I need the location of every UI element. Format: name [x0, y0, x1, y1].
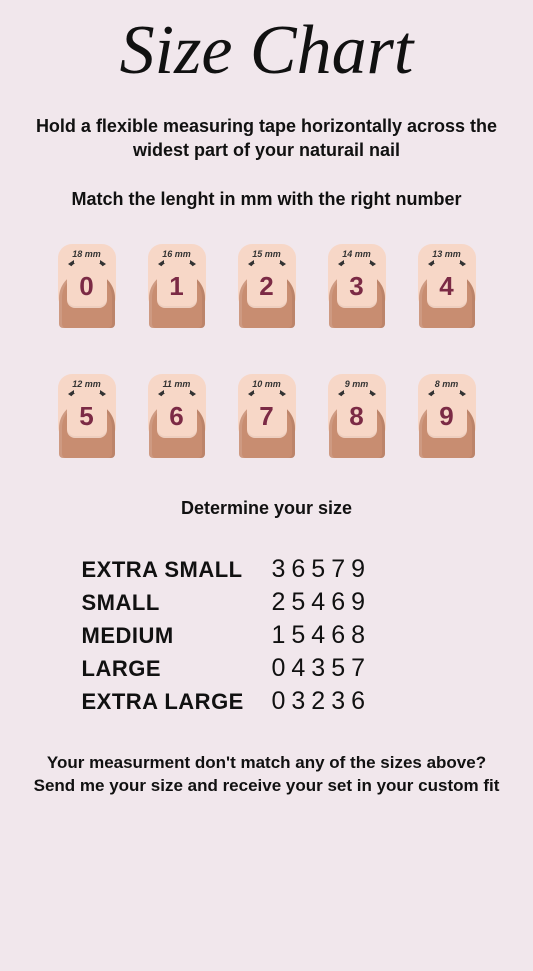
- nails-row-1: 18 mm 0 16 mm 1 15 mm: [22, 244, 511, 328]
- nail-mm-label: 16 mm: [162, 249, 191, 259]
- footer-text: Your measurment don't match any of the s…: [22, 752, 511, 798]
- match-text: Match the lenght in mm with the right nu…: [22, 189, 511, 210]
- nail-number: 6: [169, 401, 183, 432]
- nail-number: 3: [349, 271, 363, 302]
- size-row: EXTRA LARGE 03236: [82, 687, 452, 716]
- nail-mm-label: 13 mm: [432, 249, 461, 259]
- finger-icon: 7: [239, 402, 295, 458]
- size-row: SMALL 25469: [82, 588, 452, 617]
- nails-row-2: 12 mm 5 11 mm 6 10 mm: [22, 374, 511, 458]
- size-value: 25469: [272, 588, 372, 617]
- nail-number: 2: [259, 271, 273, 302]
- instruction-text: Hold a flexible measuring tape horizonta…: [22, 114, 511, 163]
- nail-mm-label: 18 mm: [72, 249, 101, 259]
- finger-icon: 2: [239, 272, 295, 328]
- nail-tip: 0: [67, 260, 107, 308]
- nail-number: 8: [349, 401, 363, 432]
- nail-number: 9: [439, 401, 453, 432]
- nail-tip: 2: [247, 260, 287, 308]
- size-label: EXTRA LARGE: [82, 689, 272, 715]
- nail-mm-label: 9 mm: [345, 379, 369, 389]
- nail-item: 9 mm 8: [321, 374, 393, 458]
- size-value: 04357: [272, 654, 372, 683]
- nail-number: 7: [259, 401, 273, 432]
- nail-mm-label: 11 mm: [163, 379, 191, 389]
- nail-tip: 4: [427, 260, 467, 308]
- nail-item: 14 mm 3: [321, 244, 393, 328]
- nail-tip: 9: [427, 390, 467, 438]
- nail-item: 8 mm 9: [411, 374, 483, 458]
- finger-icon: 3: [329, 272, 385, 328]
- nail-tip: 6: [157, 390, 197, 438]
- nail-number: 4: [439, 271, 453, 302]
- page-container: Size Chart Hold a flexible measuring tap…: [0, 0, 533, 797]
- nail-item: 18 mm 0: [51, 244, 123, 328]
- nail-item: 10 mm 7: [231, 374, 303, 458]
- size-value: 03236: [272, 687, 372, 716]
- nail-tip: 3: [337, 260, 377, 308]
- size-row: LARGE 04357: [82, 654, 452, 683]
- nail-item: 16 mm 1: [141, 244, 213, 328]
- finger-icon: 9: [419, 402, 475, 458]
- size-label: EXTRA SMALL: [82, 557, 272, 583]
- nail-item: 13 mm 4: [411, 244, 483, 328]
- finger-icon: 0: [59, 272, 115, 328]
- nail-mm-label: 15 mm: [252, 249, 281, 259]
- nail-number: 1: [169, 271, 183, 302]
- determine-text: Determine your size: [22, 498, 511, 519]
- nail-mm-label: 8 mm: [435, 379, 459, 389]
- nail-tip: 5: [67, 390, 107, 438]
- nail-number: 0: [79, 271, 93, 302]
- nail-tip: 1: [157, 260, 197, 308]
- nail-mm-label: 14 mm: [342, 249, 371, 259]
- nail-item: 12 mm 5: [51, 374, 123, 458]
- page-title: Size Chart: [22, 16, 511, 86]
- size-value: 15468: [272, 621, 372, 650]
- nail-number: 5: [79, 401, 93, 432]
- nail-item: 15 mm 2: [231, 244, 303, 328]
- nail-mm-label: 12 mm: [72, 379, 101, 389]
- size-table: EXTRA SMALL 36579 SMALL 25469 MEDIUM 154…: [82, 555, 452, 716]
- size-label: SMALL: [82, 590, 272, 616]
- nail-mm-label: 10 mm: [252, 379, 281, 389]
- finger-icon: 5: [59, 402, 115, 458]
- finger-icon: 8: [329, 402, 385, 458]
- nail-tip: 7: [247, 390, 287, 438]
- size-row: MEDIUM 15468: [82, 621, 452, 650]
- nail-item: 11 mm 6: [141, 374, 213, 458]
- size-row: EXTRA SMALL 36579: [82, 555, 452, 584]
- size-label: MEDIUM: [82, 623, 272, 649]
- finger-icon: 1: [149, 272, 205, 328]
- size-value: 36579: [272, 555, 372, 584]
- nail-tip: 8: [337, 390, 377, 438]
- size-label: LARGE: [82, 656, 272, 682]
- finger-icon: 6: [149, 402, 205, 458]
- finger-icon: 4: [419, 272, 475, 328]
